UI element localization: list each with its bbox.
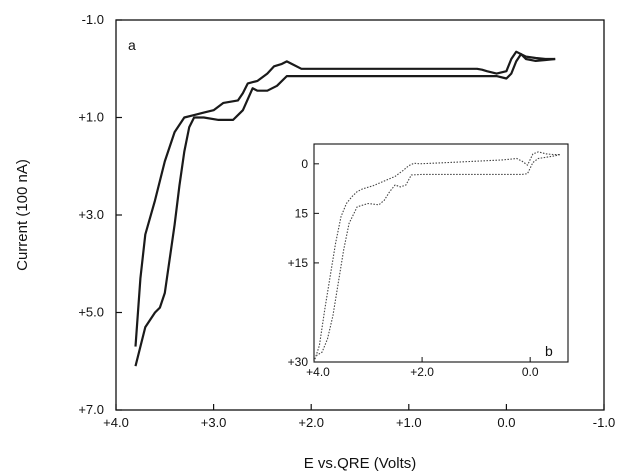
inset-y-tick-label: +15 [288, 256, 309, 270]
x-axis-label: E vs.QRE (Volts) [304, 455, 417, 472]
inset-y-tick-label: 0 [301, 157, 308, 171]
y-tick-label: +3.0 [78, 207, 104, 222]
y-tick-label: +5.0 [78, 305, 104, 320]
inset-x-tick-label: +4.0 [306, 365, 330, 379]
y-axis-label: Current (100 nA) [14, 159, 31, 271]
main-series-line [134, 50, 556, 347]
inset-x-tick-label: +2.0 [410, 365, 434, 379]
inset-plot-frame [313, 143, 569, 363]
inset-series-line [313, 151, 560, 363]
y-tick-label: -1.0 [82, 12, 104, 27]
y-tick-label: +7.0 [78, 402, 104, 417]
inset-y-axis: 0 15 +15 +30 [288, 157, 319, 369]
x-tick-label: +2.0 [298, 415, 324, 430]
main-x-axis: +4.0 +3.0 +2.0 +1.0 0.0 -1.0 [103, 404, 615, 430]
main-panel-label: a [128, 37, 136, 53]
x-tick-label: 0.0 [497, 415, 515, 430]
inset-y-tick-label: +30 [288, 355, 309, 369]
main-series-line [134, 53, 556, 367]
x-tick-label: +1.0 [396, 415, 422, 430]
x-tick-label: +4.0 [103, 415, 129, 430]
inset-plot: +4.0 +2.0 0.0 0 15 +15 +30 b [288, 143, 569, 379]
inset-x-tick-label: 0.0 [522, 365, 539, 379]
y-tick-label: +1.0 [78, 110, 104, 125]
x-tick-label: +3.0 [201, 415, 227, 430]
main-plot: +4.0 +3.0 +2.0 +1.0 0.0 -1.0 -1.0 +1.0 +3.0 +5.0… [14, 12, 615, 472]
inset-panel-label: b [545, 343, 553, 359]
inset-y-tick-label: 15 [295, 206, 309, 220]
main-y-axis: -1.0 +1.0 +3.0 +5.0 +7.0 [78, 12, 122, 417]
inset-x-axis: +4.0 +2.0 0.0 [306, 357, 539, 379]
x-tick-label: -1.0 [593, 415, 615, 430]
inset-series-line [316, 154, 561, 356]
